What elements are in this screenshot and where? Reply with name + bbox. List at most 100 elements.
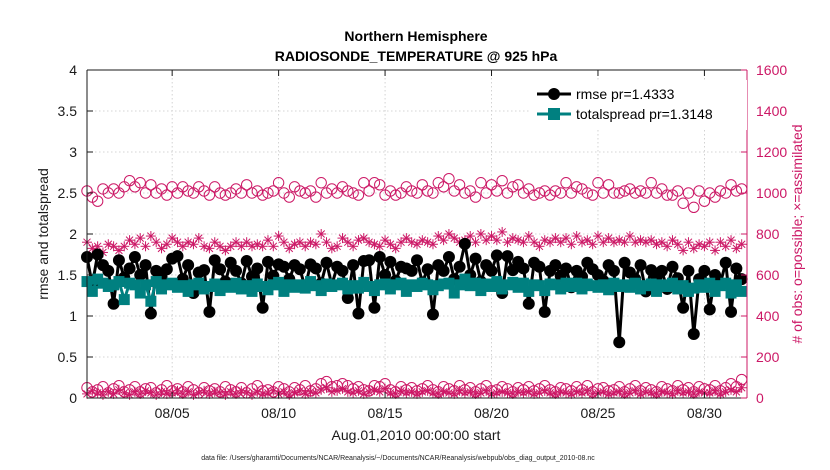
obs-assimilated-stroke [157,244,166,253]
obs-assimilated-stroke [434,232,443,240]
obs-assimilated-marker [353,385,364,396]
obs-assimilated-stroke [115,385,123,394]
obs-assimilated-stroke [189,240,198,249]
obs-assimilated-marker [374,386,385,397]
obs-assimilated-marker [332,241,343,252]
obs-assimilated-stroke [673,240,682,249]
obs-assimilated-stroke [594,232,602,240]
legend-rmse-marker [548,88,560,100]
totalspread-point [704,277,716,289]
obs-assimilated-stroke [253,240,262,249]
obs-assimilated-stroke [237,242,246,251]
obs-possible-marker [549,185,562,197]
obs-assimilated-marker [268,241,279,252]
obs-assimilated-marker [587,239,598,250]
totalspread-point [336,277,348,289]
obs-possible-marker [730,185,743,197]
totalspread-point [666,277,678,289]
rmse-point [112,254,125,267]
obs-assimilated-marker [704,237,715,248]
obs-assimilated-marker [582,385,593,396]
y-tick-label: 2.5 [58,185,78,201]
obs-assimilated-marker [199,385,210,396]
rmse-point [437,264,450,277]
obs-possible-marker [720,187,732,199]
obs-assimilated-stroke [445,230,453,238]
obs-assimilated-stroke [620,238,629,247]
obs-assimilated-stroke [216,242,224,251]
obs-assimilated-stroke [194,234,203,242]
rmse-point [517,262,530,275]
rmse-point [160,263,173,276]
obs-assimilated-stroke [317,230,326,238]
obs-assimilated-stroke [423,238,432,247]
totalspread-point [150,276,162,288]
obs-possible-marker [161,189,173,201]
x-tick-label: 08/05 [155,405,190,421]
obs-assimilated-marker [231,237,242,248]
obs-assimilated-stroke [381,236,389,245]
obs-assimilated-marker [470,237,481,248]
obs-assimilated-marker [161,239,172,250]
obs-assimilated-marker [502,237,513,248]
totalspread-point [400,285,412,297]
obs-assimilated-stroke [226,242,235,251]
totalspread-point [555,283,567,295]
obs-assimilated-marker [497,226,508,237]
obs-possible-marker [134,177,146,189]
obs-assimilated-stroke [567,240,576,249]
y2-tick-label: 1600 [756,62,787,78]
rmse-point [139,259,152,272]
obs-assimilated-marker [433,231,444,242]
rmse-point [421,263,434,276]
rmse-point [240,255,253,268]
totalspread-point [475,285,487,297]
obs-assimilated-stroke [663,242,672,251]
x-tick-label: 08/15 [368,405,403,421]
obs-possible-marker [602,179,615,191]
obs-assimilated-stroke [588,390,597,398]
obs-assimilated-marker [257,241,268,252]
rmse-point [666,260,679,273]
rmse-point [682,264,695,277]
obs-assimilated-marker [172,385,183,396]
obs-assimilated-stroke [125,391,134,399]
obs-assimilated-marker [145,231,156,242]
obs-assimilated-stroke [242,389,251,397]
obs-assimilated-stroke [657,238,666,247]
rmse-point [363,254,376,267]
chart-title-line1: Northern Hemisphere [344,28,487,44]
obs-assimilated-marker [390,388,401,399]
totalspread-point [443,277,455,289]
obs-assimilated-marker [667,235,678,246]
totalspread-point [720,277,732,289]
obs-assimilated-marker [598,237,609,248]
obs-assimilated-stroke [540,236,549,245]
obs-assimilated-stroke [732,387,741,396]
obs-assimilated-stroke [306,238,315,247]
y2-tick-label: 200 [756,349,780,365]
rmse-point [182,259,195,272]
obs-assimilated-stroke [519,389,528,397]
obs-assimilated-stroke [487,232,496,240]
obs-assimilated-stroke [269,386,278,395]
obs-assimilated-stroke [556,238,565,247]
obs-possible-marker [411,187,423,199]
series-layer [81,172,748,400]
obs-assimilated-stroke [407,238,416,247]
obs-assimilated-marker [656,237,667,248]
rmse-point [426,308,439,321]
rmse-point [698,264,711,277]
obs-possible-marker [219,189,232,201]
obs-assimilated-marker [731,386,742,397]
obs-assimilated-marker [183,386,194,397]
x-tick-label: 08/20 [474,405,509,421]
y-tick-label: 1.5 [58,267,78,283]
obs-assimilated-marker [209,237,220,248]
obs-assimilated-marker [481,235,492,246]
obs-assimilated-stroke [546,238,554,247]
obs-assimilated-marker [736,239,747,250]
obs-assimilated-marker [694,386,705,397]
obs-assimilated-stroke [737,240,746,249]
obs-assimilated-marker [113,245,124,256]
